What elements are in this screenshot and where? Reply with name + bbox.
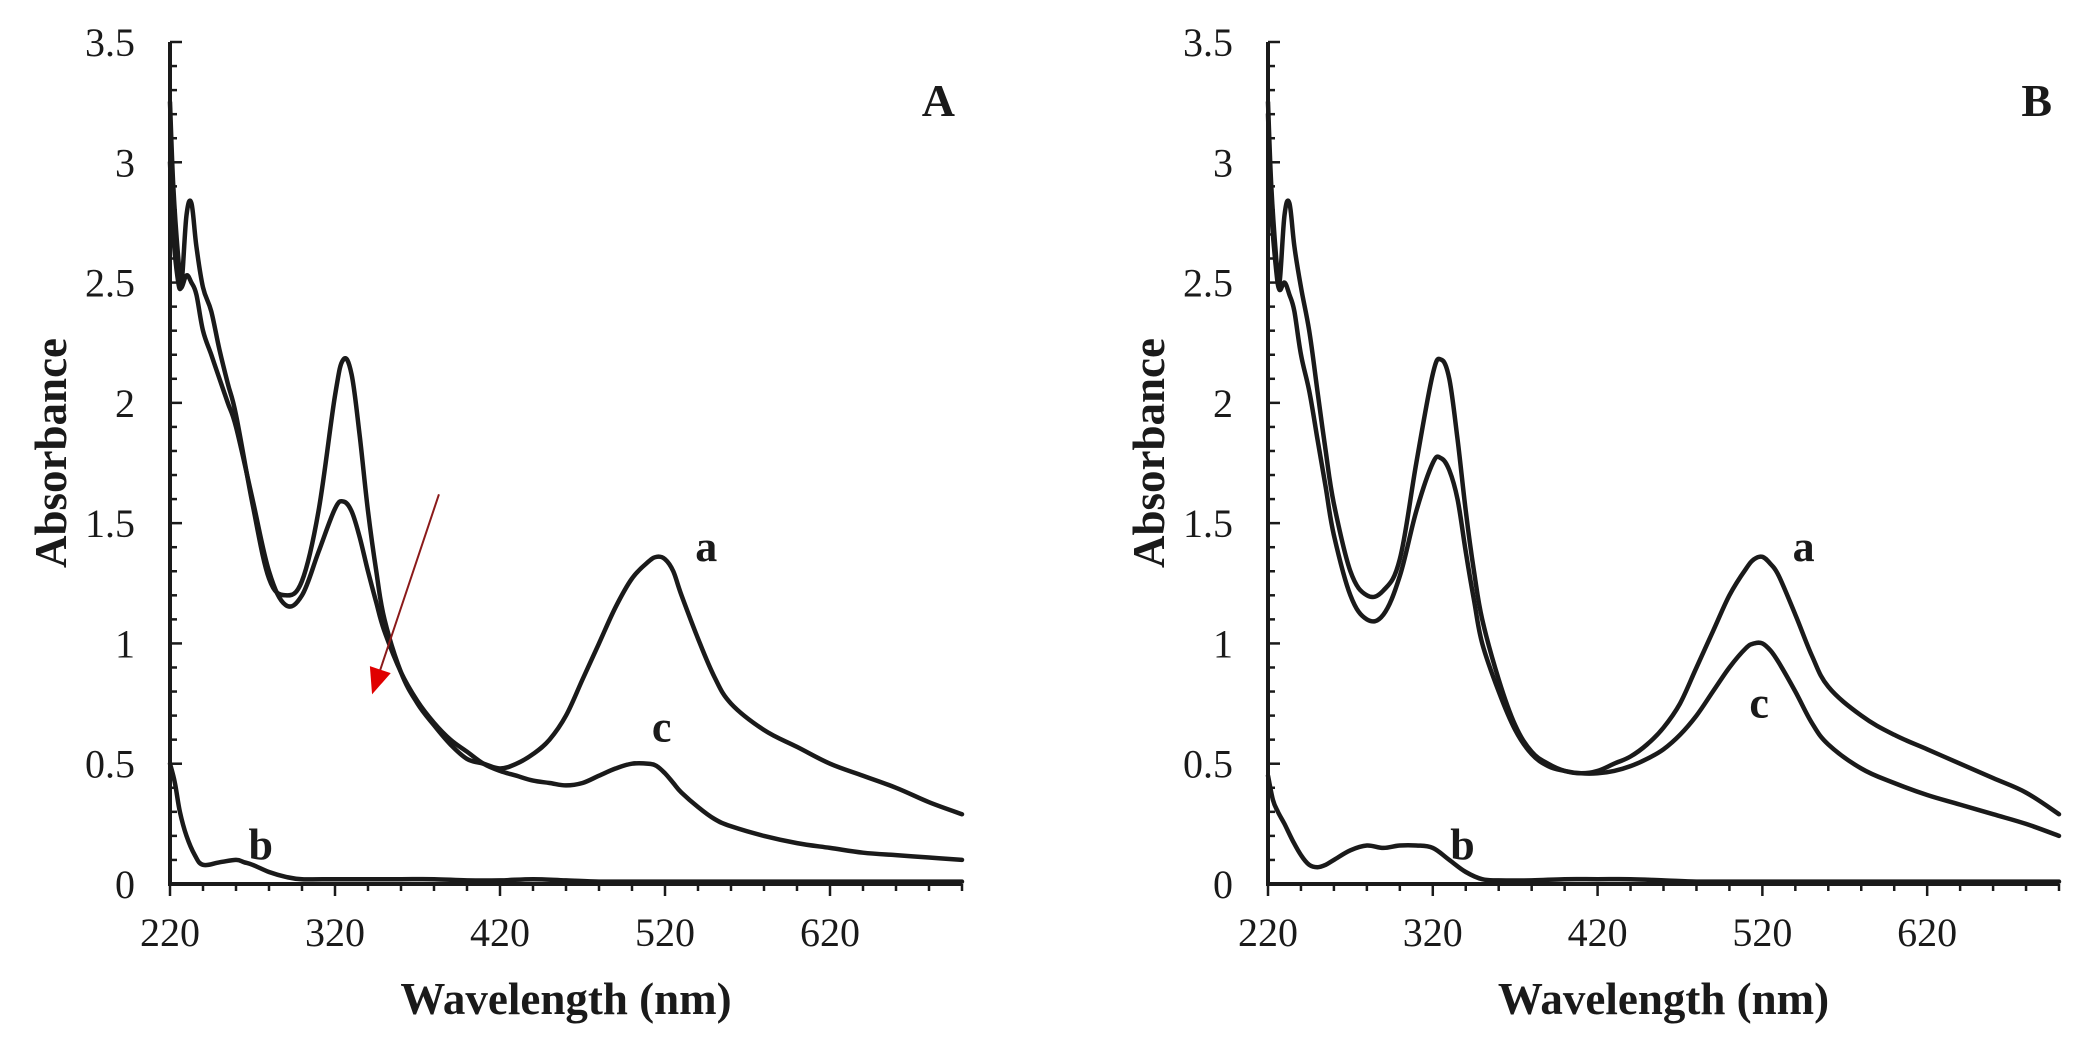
y-tick-label: 1.5: [1183, 501, 1233, 546]
x-tick-label: 420: [470, 910, 530, 955]
series-line-c: [1265, 111, 2062, 839]
y-tick-label: 0.5: [85, 742, 135, 787]
series-line-b: [167, 761, 965, 884]
x-tick-label: 620: [800, 910, 860, 955]
x-tick-label: 520: [1732, 910, 1792, 955]
series-line-b: [1265, 773, 2062, 884]
curve-label-a: a: [695, 522, 717, 571]
x-tick-label: 220: [140, 910, 200, 955]
x-axis-title: Wavelength (nm): [1498, 974, 1829, 1024]
x-axis-title: Wavelength (nm): [400, 974, 731, 1024]
curve-labels: a b c: [1450, 522, 1814, 869]
y-tick-label: 2.5: [85, 261, 135, 306]
curve-labels: a b c: [249, 522, 718, 869]
y-tick-label: 3: [1213, 140, 1233, 185]
y-axis-title: Absorbance: [1124, 338, 1174, 568]
panel-label: A: [922, 75, 955, 126]
y-tick-label: 2: [115, 381, 135, 426]
series-line-c: [167, 160, 965, 863]
x-tick-label: 520: [635, 910, 695, 955]
curve-label-b: b: [249, 821, 273, 870]
y-axis-ticks: 0 0.5 1 1.5 2 2.5 3 3.5: [85, 20, 182, 907]
x-tick-label: 320: [305, 910, 365, 955]
y-tick-label: 0: [115, 862, 135, 907]
curve-label-a: a: [1793, 522, 1815, 571]
panel-label: B: [2021, 75, 2052, 126]
y-tick-label: 0: [1213, 862, 1233, 907]
panel-a: 0 0.5 1 1.5 2 2.5 3 3.5 220 320 420 520 620 a b c Wav…: [26, 20, 965, 1024]
y-tick-label: 3.5: [1183, 20, 1233, 65]
y-tick-label: 2.5: [1183, 261, 1233, 306]
x-axis-ticks: 220 320 420 520 620: [1238, 884, 2061, 955]
panel-b: 0 0.5 1 1.5 2 2.5 3 3.5 220 320 420 520 620 a b c Wav…: [1124, 20, 2062, 1024]
y-tick-label: 3: [115, 140, 135, 185]
x-tick-label: 220: [1238, 910, 1298, 955]
y-tick-label: 1: [115, 621, 135, 666]
y-tick-label: 1.5: [85, 501, 135, 546]
axes: [1266, 42, 2059, 886]
y-axis-title: Absorbance: [26, 338, 76, 568]
y-tick-label: 0.5: [1183, 742, 1233, 787]
arrow-shaft: [373, 493, 440, 688]
y-axis-ticks: 0 0.5 1 1.5 2 2.5 3 3.5: [1183, 20, 1280, 907]
x-axis-ticks: 220 320 420 520 620: [140, 884, 964, 955]
arrow-head: [369, 666, 391, 695]
y-tick-label: 3.5: [85, 20, 135, 65]
series-layer: [167, 99, 965, 884]
x-tick-label: 420: [1568, 910, 1628, 955]
series-line-a: [1265, 99, 2062, 817]
x-tick-label: 620: [1897, 910, 1957, 955]
y-tick-label: 1: [1213, 621, 1233, 666]
curve-label-b: b: [1450, 821, 1474, 870]
x-tick-label: 320: [1403, 910, 1463, 955]
series-layer: [1265, 99, 2062, 884]
annotations: [369, 493, 440, 695]
curve-label-c: c: [652, 703, 672, 752]
axes: [168, 42, 962, 886]
y-tick-label: 2: [1213, 381, 1233, 426]
curve-label-c: c: [1749, 679, 1769, 728]
series-line-a: [167, 99, 965, 817]
